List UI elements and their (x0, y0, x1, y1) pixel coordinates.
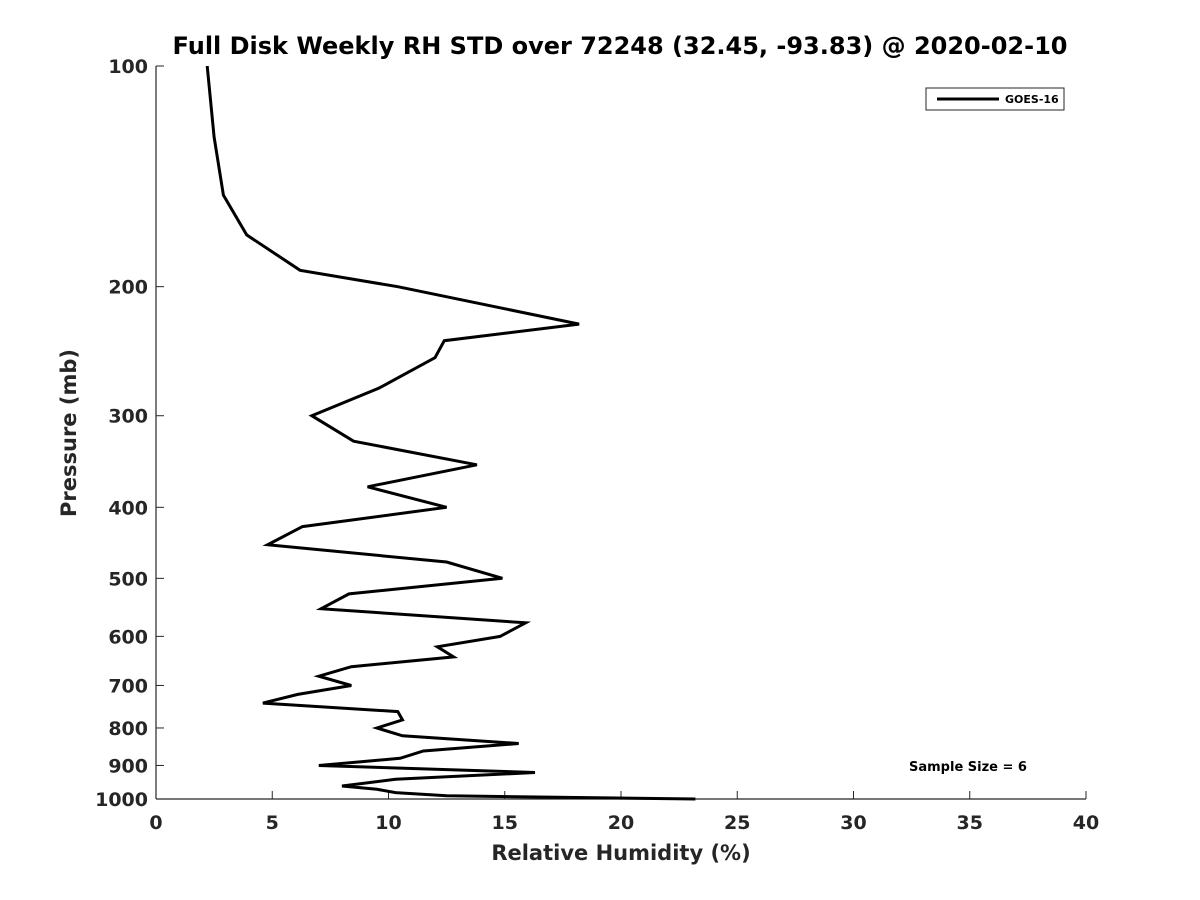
y-tick-label: 700 (108, 675, 148, 697)
y-tick-label: 400 (108, 497, 148, 519)
y-tick-label: 200 (108, 277, 148, 299)
x-tick-label: 5 (266, 812, 279, 834)
y-tick-label: 300 (108, 406, 148, 428)
x-tick-label: 10 (375, 812, 401, 834)
y-ticks: 100 200 300 400 500 600 700 800 900 1000 (95, 56, 164, 811)
x-tick-label: 25 (724, 812, 750, 834)
x-tick-label: 0 (149, 812, 162, 834)
x-tick-label: 35 (957, 812, 983, 834)
y-tick-label: 100 (108, 56, 148, 78)
y-tick-label: 1000 (95, 789, 148, 811)
x-tick-label: 20 (608, 812, 634, 834)
x-ticks: 0 5 10 15 20 25 30 35 40 (149, 791, 1099, 834)
y-axis-label: Pressure (mb) (57, 349, 81, 517)
y-tick-label: 800 (108, 718, 148, 740)
series-line-goes-16 (205, 65, 696, 801)
x-tick-label: 30 (840, 812, 866, 834)
y-tick-label: 500 (108, 568, 148, 590)
axes (155, 66, 1086, 800)
legend: GOES-16 (925, 87, 1065, 111)
y-tick-label: 900 (108, 755, 148, 777)
series-layer (205, 65, 696, 801)
x-axis-label: Relative Humidity (%) (491, 841, 750, 865)
legend-label: GOES-16 (1005, 93, 1059, 106)
x-tick-label: 40 (1073, 812, 1099, 834)
y-tick-label: 600 (108, 626, 148, 648)
sample-size-annotation: Sample Size = 6 (909, 760, 1027, 775)
chart-title: Full Disk Weekly RH STD over 72248 (32.4… (173, 32, 1068, 60)
x-tick-label: 15 (492, 812, 518, 834)
